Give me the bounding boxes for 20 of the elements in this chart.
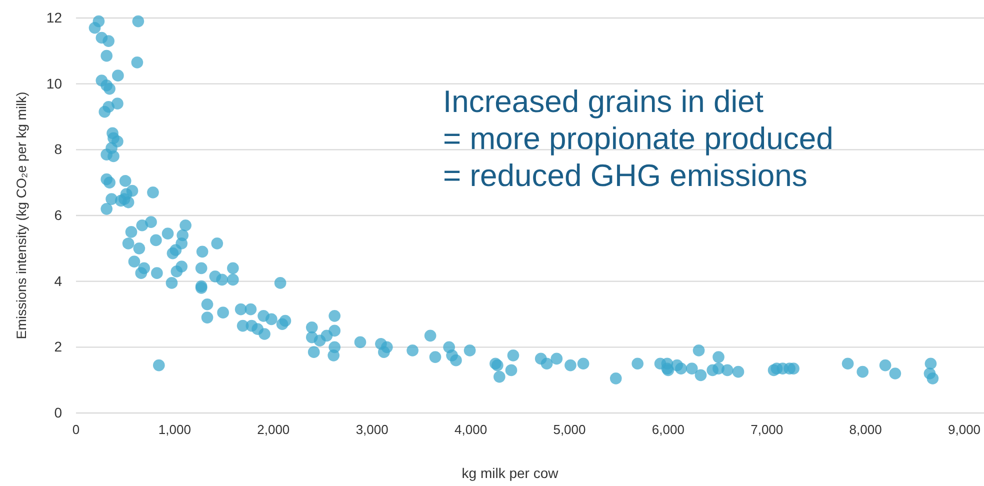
y-tick-label: 10 [46,75,62,92]
x-tick-label: 3,000 [356,422,388,438]
x-tick-label: 8,000 [849,422,882,438]
y-axis-title: Emissions intensity (kg CO₂e per kg milk) [14,92,29,340]
x-tick-label: 2,000 [257,422,290,438]
x-axis-title: kg milk per cow [462,465,560,481]
x-tick-label: 6,000 [652,422,684,438]
x-tick-label: 5,000 [553,422,586,438]
y-tick-label: 0 [54,404,62,420]
x-tick-label: 4,000 [454,422,488,438]
y-tick-label: 6 [54,206,62,223]
x-tick-label: 1,000 [158,422,191,438]
y-tick-label: 12 [46,9,62,26]
x-tick-label: 9,000 [948,422,981,438]
x-tick-label: 0 [72,422,80,438]
x-tick-label: 7,000 [750,422,784,438]
annotation: Increased grains in diet = more propionate produced = reduced GHG emissions [443,84,834,193]
y-tick-label: 4 [54,272,62,289]
y-tick-label: 2 [54,338,62,355]
y-tick-label: 8 [54,141,62,158]
